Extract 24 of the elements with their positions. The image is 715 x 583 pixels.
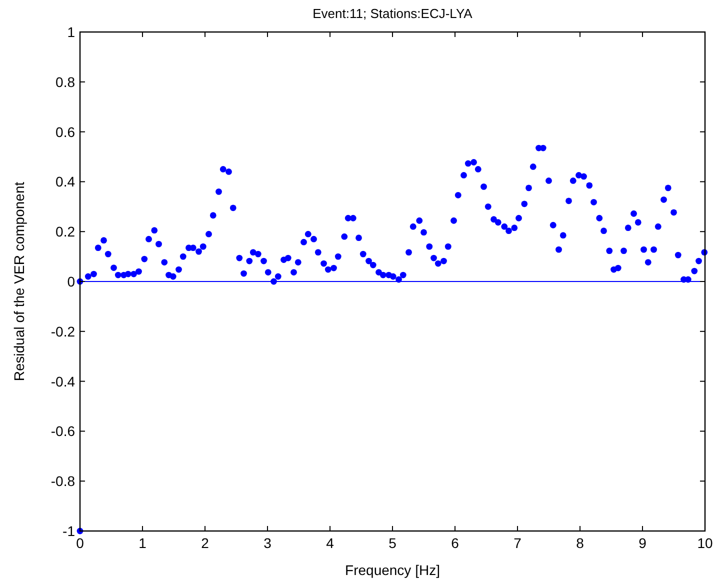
- y-tick-label: -0.4: [50, 373, 76, 390]
- y-tick-label: -1: [62, 523, 76, 539]
- y-tick-label: 0: [67, 274, 76, 290]
- x-tick-label: 9: [638, 535, 647, 551]
- x-tick-label: 7: [514, 535, 522, 551]
- y-tick-label: 0.6: [56, 124, 76, 140]
- x-tick-label: 10: [697, 535, 713, 551]
- x-tick-label: 1: [138, 535, 147, 551]
- y-tick-label: -0.2: [50, 323, 76, 340]
- y-tick-label: 0.4: [56, 174, 76, 190]
- y-tick-label: 0.2: [56, 224, 76, 240]
- y-tick-label: -0.8: [50, 473, 76, 490]
- chart-title: Event:11; Stations:ECJ-LYA: [312, 6, 473, 21]
- x-tick-label: 2: [201, 535, 210, 551]
- y-tick-label: -0.6: [50, 423, 76, 440]
- y-tick-label: 1: [67, 24, 76, 40]
- x-tick-label: 3: [264, 535, 272, 551]
- x-tick-label: 5: [388, 535, 397, 551]
- x-tick-label: 8: [576, 535, 584, 551]
- y-tick-label: 0.8: [56, 74, 76, 90]
- y-axis-title: Residual of the VER component: [11, 182, 27, 382]
- x-tick-label: 4: [326, 535, 334, 551]
- x-tick-label: 6: [451, 535, 460, 551]
- x-axis-title: Frequency [Hz]: [345, 562, 440, 578]
